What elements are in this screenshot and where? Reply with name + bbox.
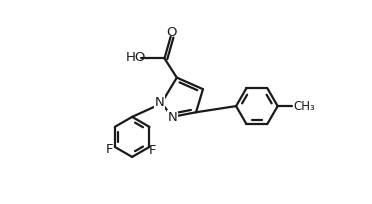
Text: HO: HO (125, 51, 146, 64)
Text: F: F (106, 143, 113, 156)
Text: F: F (149, 144, 156, 157)
Text: N: N (167, 111, 177, 124)
Text: O: O (166, 26, 177, 39)
Text: N: N (155, 96, 165, 109)
Text: CH₃: CH₃ (293, 100, 315, 113)
